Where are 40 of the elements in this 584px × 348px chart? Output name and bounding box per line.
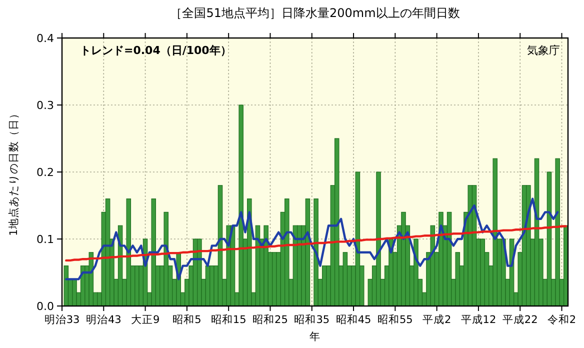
x-tick-label: 昭和55 <box>377 313 413 326</box>
x-tick-label: 平成2 <box>422 313 452 326</box>
y-tick-label: 0.3 <box>36 99 54 112</box>
bar <box>164 212 168 306</box>
line-series <box>65 225 568 262</box>
x-tick-label: 昭和25 <box>252 313 288 326</box>
bar <box>401 212 406 306</box>
x-axis-title: 年 <box>310 331 320 343</box>
x-tick-label: 大正9 <box>130 313 160 326</box>
bar <box>314 198 318 306</box>
bar <box>334 138 340 306</box>
x-tick-label: 平成22 <box>502 313 538 326</box>
x-tick-label: 明治43 <box>86 314 122 326</box>
annotation: トレンド=0.04（日/100年） <box>80 44 232 57</box>
x-tick-label: 昭和5 <box>172 313 202 326</box>
bar <box>376 172 381 306</box>
x-tick-label: 平成12 <box>460 313 496 326</box>
bar <box>455 252 460 306</box>
chart-title: ［全国51地点平均］日降水量200mm以上の年間日数 <box>170 6 460 20</box>
bar <box>238 104 244 306</box>
x-tick-label: 昭和45 <box>336 313 372 326</box>
y-tick-label: 0.4 <box>36 32 54 45</box>
x-tick-label: 昭和15 <box>210 313 246 326</box>
bar <box>284 198 290 306</box>
bar <box>480 238 486 306</box>
y-axis-title: 1地点あたりの日数（日） <box>7 108 20 236</box>
y-tick-label: 0.2 <box>36 166 54 179</box>
x-tick-label: 明治33 <box>44 314 80 326</box>
y-tick-label: 0.0 <box>36 300 54 313</box>
bar <box>492 158 498 306</box>
x-tick-label: 令和2 <box>547 313 576 326</box>
annotation: 気象庁 <box>527 44 560 57</box>
y-tick-label: 0.1 <box>36 233 54 246</box>
line-series <box>65 198 559 280</box>
bar <box>88 252 94 306</box>
bar <box>126 198 132 306</box>
x-tick-label: 昭和35 <box>294 313 330 326</box>
bar <box>72 278 77 306</box>
bar <box>151 198 156 306</box>
bar <box>555 158 560 306</box>
